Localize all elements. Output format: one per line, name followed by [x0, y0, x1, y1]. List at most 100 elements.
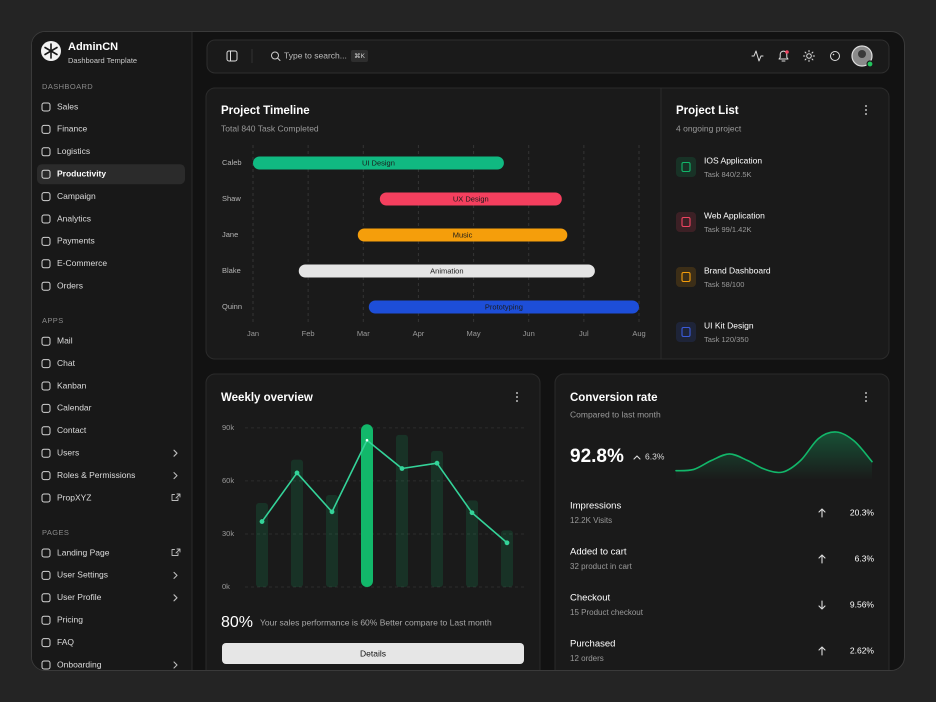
nav-label: FAQ [57, 637, 74, 647]
nav-item[interactable]: Users [41, 447, 178, 458]
brand-subtitle: Dashboard Template [68, 56, 137, 65]
conversion-card [554, 373, 890, 670]
task-bar [298, 264, 595, 278]
theme-button[interactable] [803, 50, 815, 62]
nav-item[interactable]: Payments [41, 236, 95, 246]
nav-icon [41, 403, 51, 413]
search-placeholder: Type to search... [284, 50, 347, 60]
task-bar [368, 300, 639, 314]
notifications-button[interactable] [778, 50, 789, 62]
trend-point [434, 460, 440, 466]
bar [361, 424, 373, 587]
trend-point [504, 540, 510, 546]
sidebar-toggle[interactable] [226, 50, 238, 62]
x-tick-label: Jan [247, 329, 259, 338]
nav-item[interactable]: Landing Page [41, 547, 181, 558]
nav-label: Onboarding [57, 659, 102, 669]
card-subtitle: 4 ongoing project [676, 123, 742, 133]
project-item[interactable]: IOS Application Task 840/2.5K [676, 155, 762, 179]
project-icon-bg [676, 157, 696, 177]
palette-button[interactable] [830, 51, 840, 61]
task-label: Prototyping [485, 302, 523, 311]
avatar[interactable] [851, 45, 874, 68]
task-label: Animation [430, 266, 463, 275]
more-menu[interactable] [516, 392, 518, 402]
project-icon [681, 161, 691, 173]
nav-item[interactable]: Mail [41, 335, 73, 346]
nav-item[interactable]: Finance [41, 124, 88, 134]
trend-point [365, 438, 369, 442]
nav-item[interactable]: Orders [41, 280, 83, 291]
nav-item[interactable]: Kanban [41, 380, 87, 391]
nav-item[interactable]: Sales [41, 101, 78, 112]
project-item[interactable]: UI Kit Design Task 120/350 [676, 320, 754, 344]
nav-label: User Settings [57, 570, 108, 580]
nav-item[interactable]: PropXYZ [41, 492, 181, 503]
nav-item[interactable]: Campaign [41, 191, 96, 202]
nav-icon [41, 236, 51, 246]
nav-icon [41, 102, 51, 112]
nav-icon [41, 259, 51, 269]
nav-icon [41, 281, 51, 291]
nav-item[interactable]: Roles & Permissions [41, 470, 178, 481]
x-tick-label: May [466, 329, 480, 338]
task-label: Music [453, 230, 473, 239]
project-detail: Task 840/2.5K [704, 170, 752, 179]
metric-name: Added to cart [570, 547, 627, 558]
nav-item[interactable]: Logistics [41, 146, 90, 157]
nav-item[interactable]: Calendar [41, 403, 92, 413]
nav-icon [41, 147, 51, 157]
nav-label: Contact [57, 425, 87, 435]
metric-detail: 12.2K Visits [570, 516, 612, 525]
more-menu[interactable] [865, 392, 867, 402]
details-button[interactable]: Details [222, 643, 524, 664]
metric-value: 9.56% [850, 599, 875, 609]
dashboard: AdminCN Dashboard Template DASHBOARD Sales F… [32, 32, 890, 670]
trend-point [294, 470, 300, 476]
nav-item[interactable]: Pricing [41, 614, 83, 625]
more-menu[interactable] [865, 105, 867, 115]
metric-value: 6.3% [855, 553, 875, 563]
sparkline-area [676, 431, 872, 480]
bar [396, 434, 408, 587]
dot [865, 396, 867, 398]
nav-item[interactable]: Analytics [41, 213, 91, 224]
nav-item[interactable]: User Settings [41, 570, 178, 580]
nav-label: Kanban [57, 380, 87, 390]
card-title: Conversion rate [570, 392, 658, 404]
project-detail: Task 58/100 [704, 280, 744, 289]
button-bg [222, 643, 524, 664]
nav-item[interactable]: E-Commerce [41, 258, 107, 269]
nav-item[interactable]: FAQ [41, 637, 74, 648]
project-item[interactable]: Brand Dashboard Task 58/100 [676, 265, 771, 289]
nav-label: Analytics [57, 213, 91, 223]
metric-trend-icon [818, 508, 826, 518]
app-frame: AdminCN Dashboard Template DASHBOARD Sales F… [31, 31, 905, 671]
row-label: Shaw [222, 194, 241, 203]
x-tick-label: Jul [579, 329, 589, 338]
task-bar [357, 228, 568, 242]
metric-trend-icon [818, 646, 826, 656]
nav-icon [41, 471, 51, 481]
nav-item-active [37, 164, 185, 185]
chevron-icon [173, 472, 178, 480]
sidebar [32, 32, 192, 670]
project-icon [681, 271, 691, 283]
brand-name: AdminCN [68, 41, 118, 53]
nav-item[interactable]: User Profile [41, 592, 178, 603]
x-tick-label: Apr [413, 329, 425, 338]
row-label: Quinn [222, 302, 242, 311]
section-title: DASHBOARD [42, 82, 93, 91]
activity-button[interactable] [751, 50, 764, 62]
metric-name: Purchased [570, 639, 615, 650]
dot [865, 400, 867, 402]
nav-item[interactable]: Chat [41, 358, 76, 369]
project-item[interactable]: Web Application Task 99/1.42K [676, 210, 765, 234]
logo-mark [44, 46, 58, 56]
nav-item[interactable]: Contact [41, 425, 87, 436]
nav-item[interactable]: Onboarding [41, 659, 178, 670]
nav-label: E-Commerce [57, 258, 107, 268]
nav-icon [41, 570, 51, 580]
search[interactable]: Type to search... ⌘K [271, 50, 369, 62]
nav-item[interactable]: Productivity [37, 164, 185, 185]
